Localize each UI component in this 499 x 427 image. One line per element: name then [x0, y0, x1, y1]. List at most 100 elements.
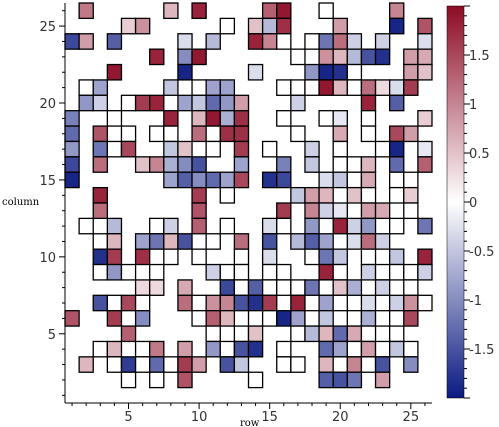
heatmap-cell [191, 248, 207, 266]
heatmap-cell [360, 125, 377, 143]
heatmap-cell [318, 48, 334, 66]
x-tick-label: 25 [403, 410, 420, 425]
heatmap-cell [233, 325, 250, 343]
heatmap-cell [276, 202, 292, 220]
heatmap-cell [106, 356, 123, 373]
heatmap-cell [403, 125, 419, 143]
heatmap-cell [403, 310, 419, 327]
heatmap-cell [304, 248, 320, 266]
heatmap-cell [388, 186, 405, 204]
heatmap-cell [205, 263, 221, 281]
y-tick-label: 20 [39, 97, 56, 112]
heatmap-cell [233, 110, 250, 127]
heatmap-cell [417, 217, 433, 235]
heatmap-cell [276, 340, 292, 358]
heatmap-cell [304, 63, 320, 81]
heatmap-cell [205, 233, 221, 250]
heatmap-cell [205, 94, 221, 112]
heatmap-cell [191, 48, 207, 66]
heatmap-cell [332, 371, 348, 389]
heatmap-cell [318, 2, 334, 20]
heatmap-cell [360, 263, 377, 281]
heatmap-cell [403, 294, 419, 312]
heatmap-cell [417, 156, 433, 173]
heatmap-cell [276, 310, 292, 327]
heatmap-cell [360, 310, 377, 327]
heatmap-cell [332, 79, 348, 96]
heatmap-cell [78, 33, 94, 50]
heatmap-cell [318, 171, 334, 189]
heatmap-cell [360, 186, 377, 204]
heatmap-cell [247, 63, 264, 81]
heatmap-cell [332, 325, 348, 343]
heatmap-cell [388, 79, 405, 96]
heatmap-cell [177, 156, 193, 173]
heatmap-cells [64, 2, 433, 389]
heatmap-cell [261, 294, 278, 312]
heatmap-cell [191, 186, 207, 204]
heatmap-cell [318, 371, 334, 389]
heatmap-cell [332, 217, 348, 235]
heatmap-cell [120, 17, 137, 35]
heatmap-cell [360, 156, 377, 173]
heatmap-cell [374, 48, 391, 66]
heatmap-cell [247, 294, 264, 312]
x-tick-label: 20 [332, 410, 349, 425]
heatmap-cell [106, 110, 123, 127]
heatmap-cell [374, 356, 391, 373]
heatmap-cell [388, 217, 405, 235]
colorbar-tick-label: 1.5 [469, 49, 490, 64]
heatmap-cell [403, 356, 419, 373]
heatmap-cell [106, 340, 123, 358]
heatmap-cell [318, 233, 334, 250]
heatmap-cell [304, 325, 320, 343]
colorbar-tick-label: 0.5 [469, 147, 490, 162]
heatmap-cell [304, 217, 320, 235]
heatmap-cell [360, 48, 377, 66]
heatmap-cell [92, 248, 109, 266]
heatmap-cell [64, 140, 80, 158]
heatmap-cell [219, 340, 236, 358]
heatmap-cell [247, 33, 264, 50]
heatmap-cell [233, 171, 250, 189]
heatmap-cell [332, 48, 348, 66]
heatmap-cell [261, 33, 278, 50]
heatmap-cell [64, 310, 80, 327]
heatmap-cell [205, 294, 221, 312]
heatmap-cell [78, 94, 94, 112]
heatmap-cell [388, 2, 405, 20]
heatmap-cell [360, 325, 377, 343]
heatmap-cell [191, 217, 207, 235]
heatmap-cell [92, 294, 109, 312]
heatmap-cell [177, 48, 193, 66]
heatmap-cell [360, 217, 377, 235]
heatmap-cell [346, 310, 363, 327]
heatmap-cell [417, 63, 433, 81]
heatmap-cell [276, 33, 292, 50]
heatmap-cell [134, 156, 151, 173]
heatmap-cell [134, 356, 151, 373]
heatmap-cell [261, 233, 278, 250]
heatmap-cell [374, 310, 391, 327]
heatmap-cell [149, 356, 165, 373]
heatmap-cell [332, 248, 348, 266]
heatmap-cell [346, 79, 363, 96]
heatmap-cell [177, 63, 193, 81]
heatmap-cell [403, 171, 419, 189]
heatmap-cell [290, 186, 306, 204]
heatmap-cell [388, 171, 405, 189]
heatmap-cell [374, 140, 391, 158]
y-tick-label: 15 [39, 174, 56, 189]
heatmap-cell [92, 263, 109, 281]
heatmap-cell [219, 110, 236, 127]
heatmap-cell [332, 125, 348, 143]
heatmap-cell [346, 186, 363, 204]
heatmap-cell [318, 325, 334, 343]
heatmap-cell [163, 140, 179, 158]
heatmap-cell [276, 263, 292, 281]
heatmap-cell [290, 79, 306, 96]
heatmap-cell [191, 294, 207, 312]
heatmap-cell [276, 156, 292, 173]
heatmap-cell [219, 279, 236, 296]
